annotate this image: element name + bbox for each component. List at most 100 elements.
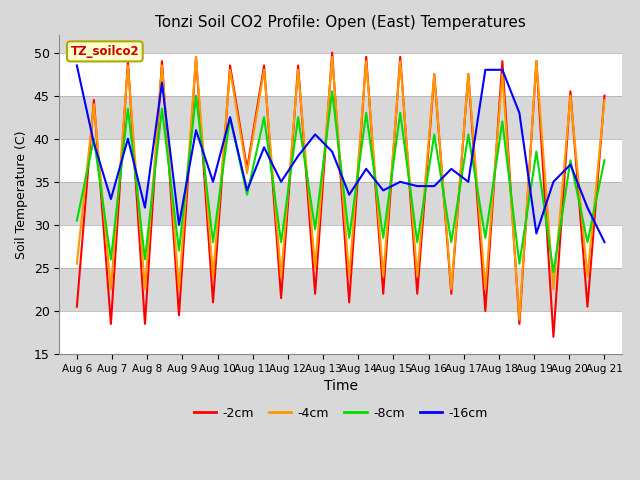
-8cm bbox=[396, 110, 404, 116]
Line: -2cm: -2cm bbox=[77, 53, 604, 337]
-4cm bbox=[124, 62, 132, 68]
-8cm bbox=[431, 132, 438, 137]
-8cm bbox=[328, 88, 336, 94]
-2cm bbox=[532, 58, 540, 64]
-16cm bbox=[413, 183, 421, 189]
-2cm bbox=[141, 321, 148, 327]
Bar bbox=[60, 182, 622, 225]
-2cm bbox=[413, 291, 421, 297]
-4cm bbox=[465, 71, 472, 77]
-16cm bbox=[431, 183, 438, 189]
Legend: -2cm, -4cm, -8cm, -16cm: -2cm, -4cm, -8cm, -16cm bbox=[189, 402, 493, 425]
-8cm bbox=[294, 114, 302, 120]
-4cm bbox=[499, 71, 506, 77]
-16cm bbox=[158, 80, 166, 85]
-8cm bbox=[550, 269, 557, 275]
-2cm bbox=[226, 62, 234, 68]
-16cm bbox=[396, 179, 404, 185]
-8cm bbox=[362, 110, 370, 116]
-16cm bbox=[380, 188, 387, 193]
-8cm bbox=[532, 149, 540, 155]
Bar bbox=[60, 53, 622, 96]
-2cm bbox=[73, 304, 81, 310]
Bar bbox=[60, 96, 622, 139]
-8cm bbox=[124, 106, 132, 111]
-4cm bbox=[380, 274, 387, 279]
-4cm bbox=[431, 71, 438, 77]
-8cm bbox=[566, 157, 574, 163]
-8cm bbox=[260, 114, 268, 120]
-2cm bbox=[566, 88, 574, 94]
-16cm bbox=[447, 166, 455, 172]
-16cm bbox=[584, 205, 591, 211]
-4cm bbox=[294, 67, 302, 72]
-2cm bbox=[346, 300, 353, 305]
-16cm bbox=[260, 144, 268, 150]
-16cm bbox=[499, 67, 506, 72]
-16cm bbox=[294, 153, 302, 159]
-2cm bbox=[431, 71, 438, 77]
-2cm bbox=[124, 58, 132, 64]
-2cm bbox=[481, 308, 489, 314]
-2cm bbox=[294, 62, 302, 68]
-2cm bbox=[396, 54, 404, 60]
-8cm bbox=[465, 132, 472, 137]
-8cm bbox=[600, 157, 608, 163]
-8cm bbox=[243, 192, 251, 198]
-4cm bbox=[481, 287, 489, 292]
-16cm bbox=[277, 179, 285, 185]
-4cm bbox=[277, 274, 285, 279]
-8cm bbox=[107, 256, 115, 262]
-4cm bbox=[73, 261, 81, 266]
-2cm bbox=[90, 97, 98, 103]
-2cm bbox=[499, 58, 506, 64]
-8cm bbox=[584, 239, 591, 245]
-2cm bbox=[158, 58, 166, 64]
-2cm bbox=[175, 312, 183, 318]
-16cm bbox=[465, 179, 472, 185]
-2cm bbox=[584, 304, 591, 310]
-4cm bbox=[260, 67, 268, 72]
-16cm bbox=[362, 166, 370, 172]
Line: -16cm: -16cm bbox=[77, 65, 604, 242]
-16cm bbox=[481, 67, 489, 72]
-4cm bbox=[243, 170, 251, 176]
-2cm bbox=[260, 62, 268, 68]
-8cm bbox=[413, 239, 421, 245]
-16cm bbox=[90, 140, 98, 146]
-4cm bbox=[413, 274, 421, 279]
-8cm bbox=[141, 256, 148, 262]
-8cm bbox=[481, 235, 489, 240]
-16cm bbox=[243, 188, 251, 193]
-2cm bbox=[311, 291, 319, 297]
-16cm bbox=[516, 110, 524, 116]
-4cm bbox=[175, 287, 183, 292]
-16cm bbox=[532, 230, 540, 236]
-8cm bbox=[277, 239, 285, 245]
-8cm bbox=[175, 248, 183, 253]
-4cm bbox=[311, 265, 319, 271]
-8cm bbox=[499, 119, 506, 124]
-4cm bbox=[532, 58, 540, 64]
-16cm bbox=[328, 149, 336, 155]
-2cm bbox=[550, 334, 557, 340]
Title: Tonzi Soil CO2 Profile: Open (East) Temperatures: Tonzi Soil CO2 Profile: Open (East) Temp… bbox=[156, 15, 526, 30]
-2cm bbox=[328, 50, 336, 56]
-4cm bbox=[396, 58, 404, 64]
Line: -4cm: -4cm bbox=[77, 57, 604, 320]
-2cm bbox=[243, 166, 251, 172]
-16cm bbox=[566, 162, 574, 168]
-2cm bbox=[516, 321, 524, 327]
-16cm bbox=[209, 179, 217, 185]
-2cm bbox=[209, 300, 217, 305]
-4cm bbox=[516, 317, 524, 323]
-8cm bbox=[516, 261, 524, 266]
-2cm bbox=[192, 54, 200, 60]
-16cm bbox=[192, 127, 200, 133]
-4cm bbox=[550, 287, 557, 292]
-8cm bbox=[346, 235, 353, 240]
-4cm bbox=[107, 287, 115, 292]
-2cm bbox=[465, 71, 472, 77]
-4cm bbox=[566, 93, 574, 98]
-4cm bbox=[158, 62, 166, 68]
